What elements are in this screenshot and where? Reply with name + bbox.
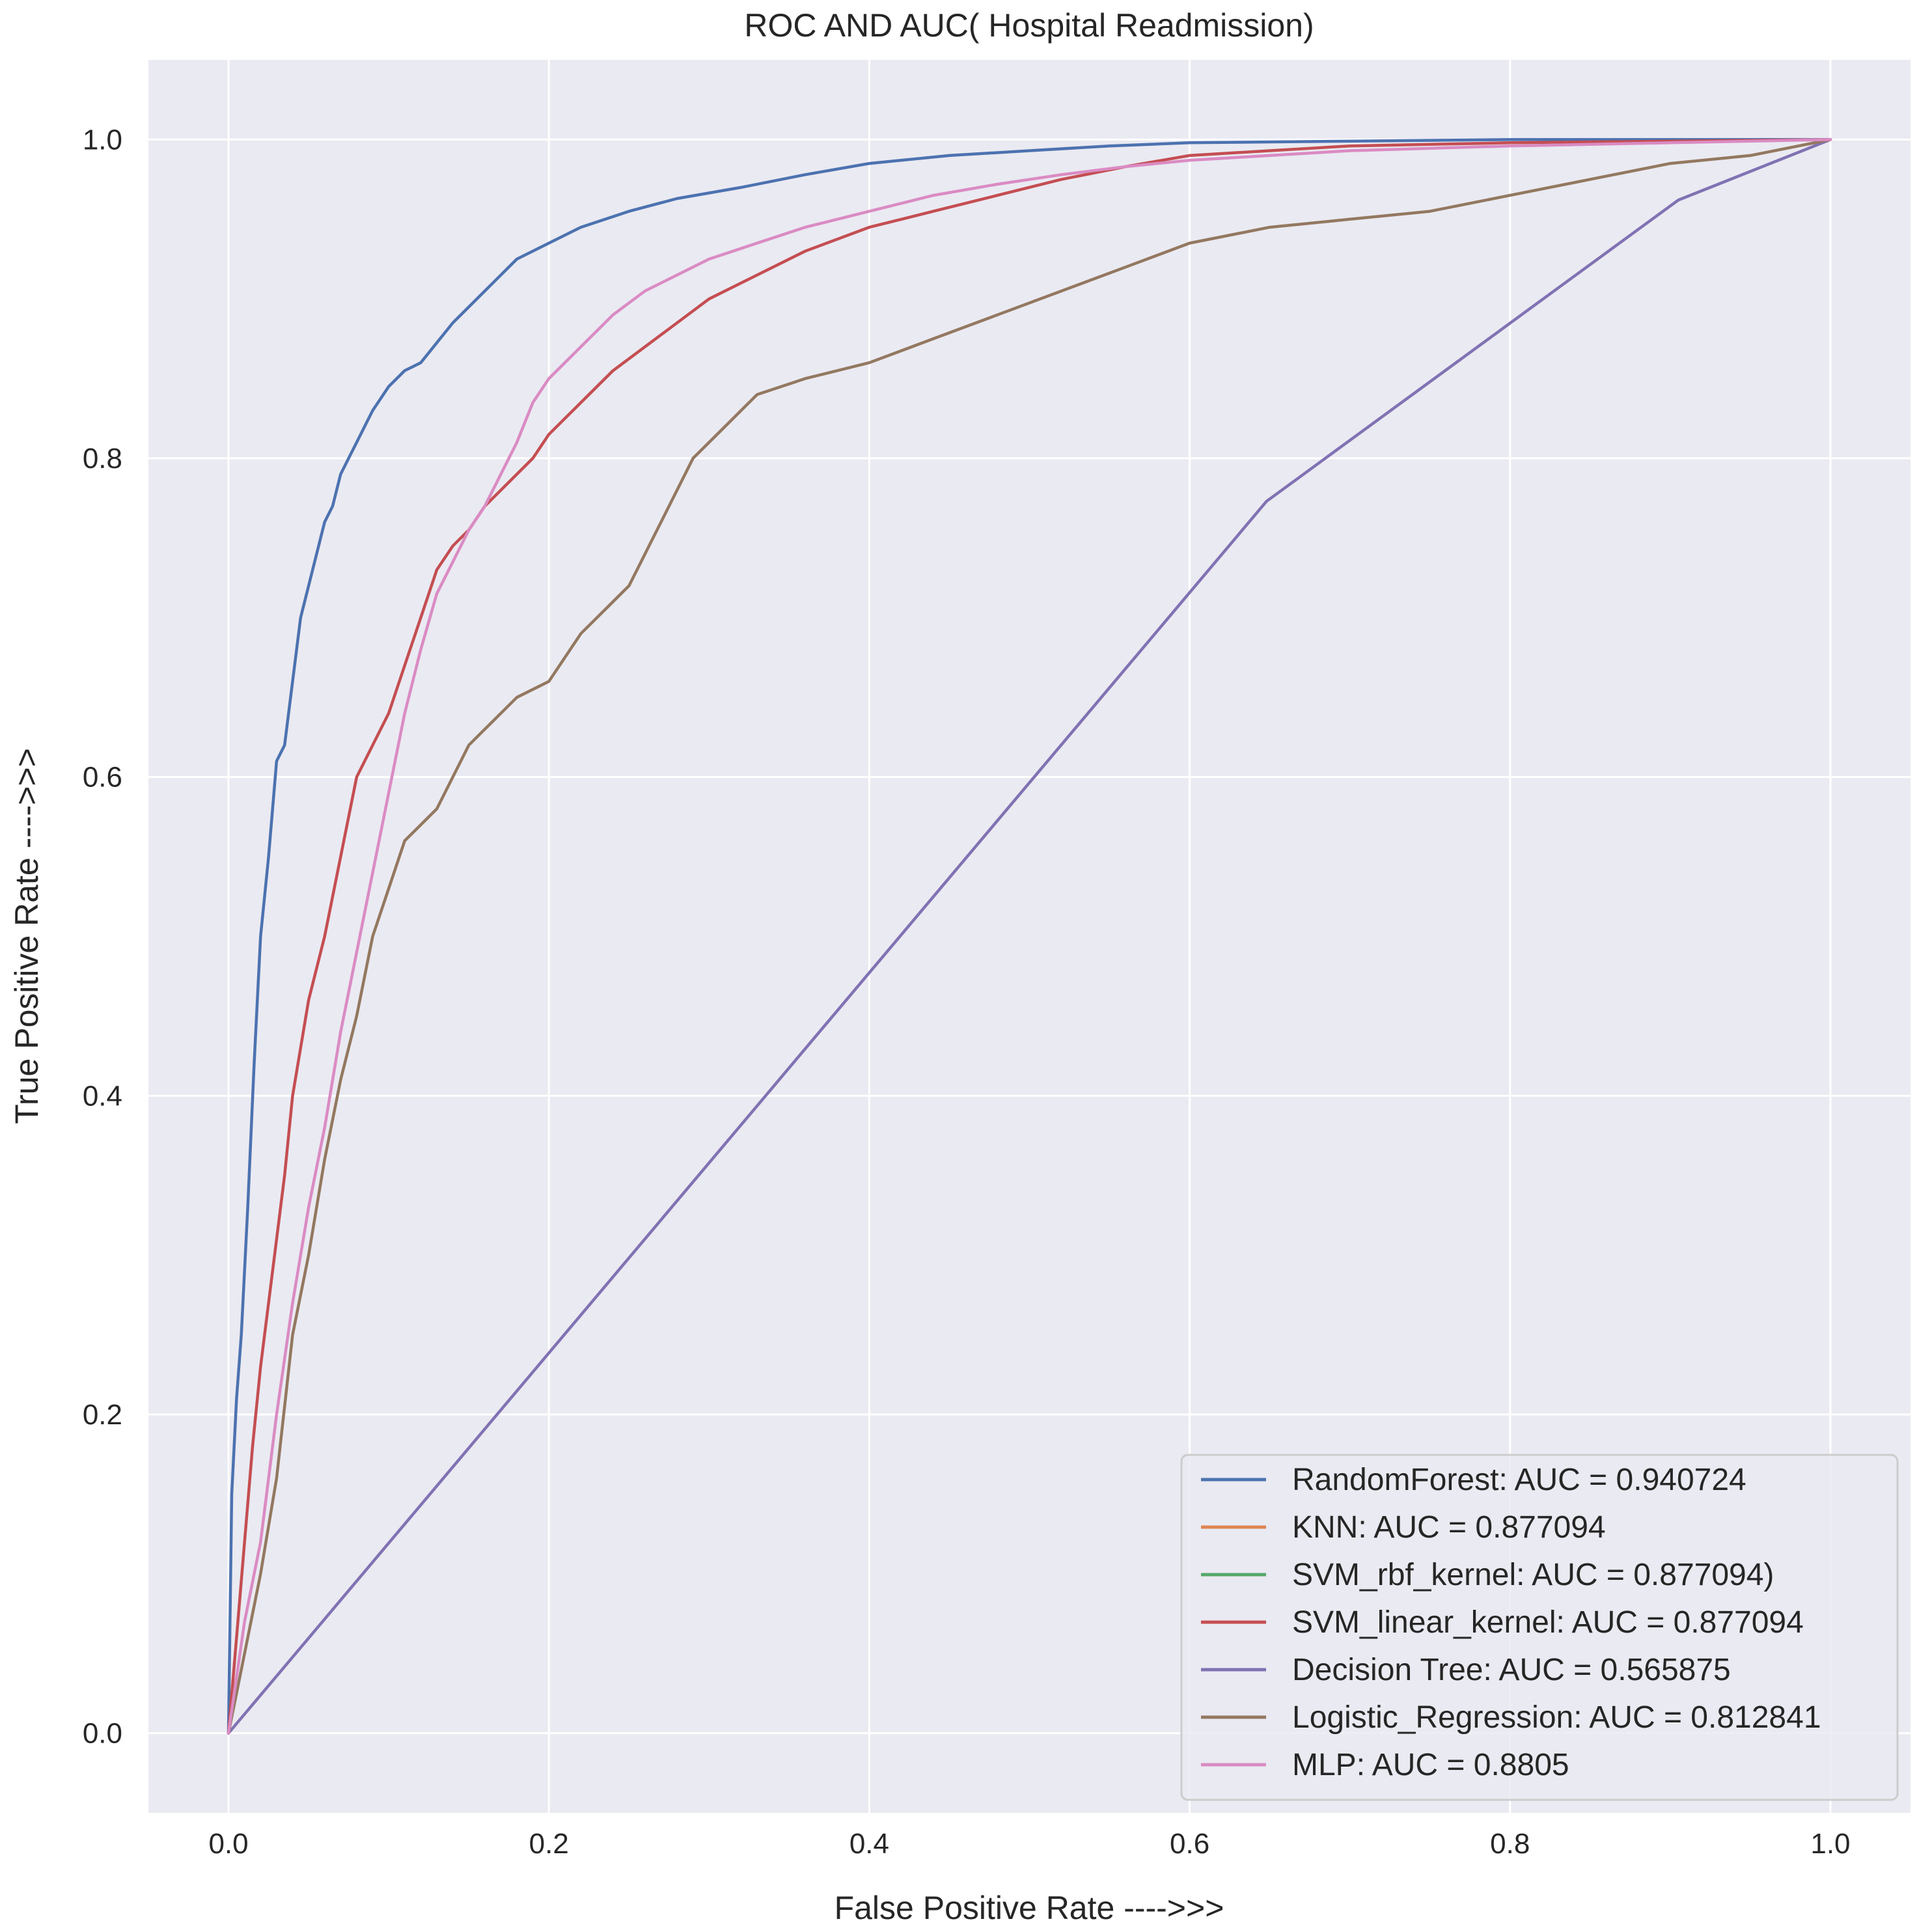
x-tick-label: 0.8 xyxy=(1490,1828,1530,1860)
series-layer xyxy=(227,138,1832,1735)
tick-labels: 0.0 0.2 0.4 0.6 0.8 1.0 0.0 0.2 0.4 0.6 0.8 1.0 xyxy=(83,124,1851,1860)
y-tick-label: 0.6 xyxy=(83,762,122,794)
series-line-mlp xyxy=(227,138,1832,1735)
y-tick-label: 0.8 xyxy=(83,443,122,475)
legend-label-logistic-regression: Logistic_Regression: AUC = 0.812841 xyxy=(1292,1700,1821,1735)
y-tick-label: 0.2 xyxy=(83,1399,122,1431)
x-tick-label: 1.0 xyxy=(1810,1828,1850,1860)
y-tick-label: 1.0 xyxy=(83,124,122,156)
legend-label-svm-rbf-kernel: SVM_rbf_kernel: AUC = 0.877094) xyxy=(1292,1558,1774,1592)
legend-label-knn: KNN: AUC = 0.877094 xyxy=(1292,1510,1606,1545)
legend-entries: RandomForest: AUC = 0.940724 KNN: AUC = 0… xyxy=(1201,1463,1821,1782)
chart-title: ROC AND AUC( Hospital Readmission) xyxy=(744,7,1314,44)
legend-label-randomforest: RandomForest: AUC = 0.940724 xyxy=(1292,1463,1746,1497)
y-axis-label: True Positive Rate ---->>> xyxy=(8,748,45,1124)
series-line-randomforest xyxy=(227,138,1832,1735)
x-tick-label: 0.6 xyxy=(1170,1828,1209,1860)
x-tick-label: 0.2 xyxy=(529,1828,569,1860)
legend-label-mlp: MLP: AUC = 0.8805 xyxy=(1292,1748,1569,1782)
x-tick-label: 0.4 xyxy=(849,1828,889,1860)
series-line-decision-tree xyxy=(227,138,1832,1735)
grid xyxy=(148,60,1911,1813)
x-tick-label: 0.0 xyxy=(208,1828,248,1860)
legend-label-svm-linear-kernel: SVM_linear_kernel: AUC = 0.877094 xyxy=(1292,1605,1804,1640)
legend: RandomForest: AUC = 0.940724 KNN: AUC = 0… xyxy=(1180,1454,1899,1801)
series-line-logistic-regression xyxy=(227,138,1832,1735)
legend-label-decision-tree: Decision Tree: AUC = 0.565875 xyxy=(1292,1653,1731,1687)
series-line-svm-linear-kernel xyxy=(227,138,1832,1735)
y-tick-label: 0.4 xyxy=(83,1080,122,1112)
legend-box xyxy=(1180,1454,1899,1801)
x-axis-label: False Positive Rate ---->>> xyxy=(835,1890,1224,1926)
y-tick-label: 0.0 xyxy=(83,1718,122,1750)
